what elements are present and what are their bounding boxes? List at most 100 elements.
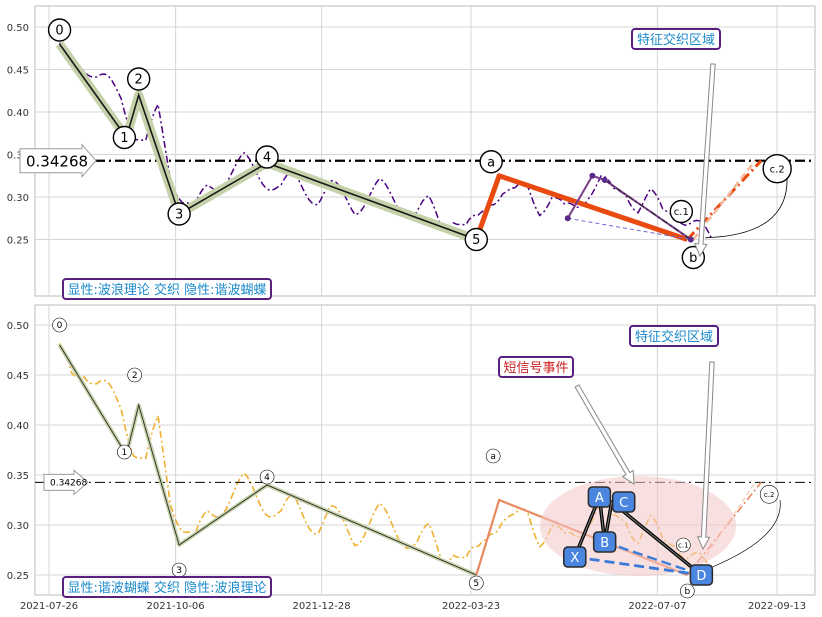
bottom-price-series: [58, 342, 713, 576]
bottom-wave-point-4-label: 4: [264, 473, 270, 483]
harmonic-label: B: [600, 536, 609, 551]
bottom-wave-point-5-circle: [469, 575, 484, 591]
top-abc-line: [473, 173, 689, 242]
bottom-wave-point-5-label: 5: [473, 579, 479, 589]
top-label-text: 显性:波浪理论 交织 隐性:谐波蝴蝶: [67, 282, 266, 298]
xtick-label: 2022-03-23: [442, 601, 500, 612]
top-region-box: [631, 28, 721, 50]
bottom-wave-point-4-circle: [259, 469, 275, 485]
top-level-arrow: [19, 143, 97, 179]
top-butterfly-point: [589, 172, 596, 179]
bottom-wave-point-c1-circle: [676, 537, 691, 553]
top-ytick-label: 0.40: [7, 108, 29, 119]
xtick-label: 2021-12-28: [292, 601, 350, 612]
bottom-harmonic-point-c: C: [611, 491, 636, 513]
harmonic-label: A: [595, 491, 604, 506]
top-wave-point-5-circle: [464, 227, 489, 252]
top-label-box: [62, 278, 272, 300]
bottom-ytick-label: 0.30: [7, 521, 29, 532]
xtick-label: 2021-07-26: [20, 601, 78, 612]
harmonic-label-box: [563, 546, 587, 568]
bottom-wave-point-0-circle: [52, 317, 67, 333]
bottom-wave-point-c2-circle: [759, 484, 779, 504]
top-region-pointer: [694, 63, 716, 258]
top-ytick-label: 0.25: [7, 236, 29, 247]
top-region-text: 特征交织区域: [637, 32, 715, 48]
harmonic-label-box: [592, 531, 617, 553]
bottom-harmonic-point-a: A: [587, 486, 612, 508]
top-wave-point-c2-circle: [762, 154, 792, 184]
top-wave-point-c1-circle: [669, 199, 694, 224]
top-wave-point-b-label: b: [689, 251, 697, 266]
top-butterfly-point: [564, 215, 571, 222]
bottom-ytick-label: 0.35: [7, 471, 29, 482]
top-wave-point-a-label: a: [487, 155, 495, 170]
bottom-wave-point-b-label: b: [684, 587, 690, 597]
top-wave-point-5-label: 5: [472, 233, 480, 248]
bottom-wave-point-2-circle: [127, 367, 142, 383]
xtick-label: 2022-07-07: [628, 601, 686, 612]
top-wave-line: [58, 43, 477, 241]
top-wave-point-1-label: 1: [120, 131, 128, 146]
bottom-harmonic-point-x: X: [563, 546, 587, 568]
bottom-harmonic-point-d: D: [689, 564, 714, 586]
top-ytick-label: 0.45: [7, 66, 29, 77]
top-wave-point-2-label: 2: [135, 73, 143, 88]
bottom-level-label: 0.34268: [50, 478, 87, 488]
bottom-harmonic-bd: [604, 540, 702, 577]
bottom-ytick-label: 0.45: [7, 371, 29, 382]
bottom-wave-point-1-label: 1: [122, 448, 128, 458]
bottom-region-text: 特征交织区域: [635, 329, 713, 345]
bottom-wave-point-a-label: a: [490, 452, 496, 462]
bottom-harmonic-point-b: B: [592, 531, 617, 553]
signal-box: [498, 356, 574, 378]
signal-text: 短信号事件: [503, 361, 568, 376]
bottom-ytick-label: 0.50: [7, 321, 29, 332]
top-butterfly-point: [687, 236, 694, 243]
bottom-label-box: [62, 576, 272, 598]
harmonic-label: C: [619, 496, 628, 511]
top-wave-point-2-circle: [126, 67, 151, 91]
xtick-label: 2022-09-13: [748, 601, 806, 612]
bottom-wave-point-3-label: 3: [176, 566, 182, 576]
top-c-curve: [705, 175, 788, 239]
bottom-wave-line: [59, 344, 477, 576]
bottom-wave-point-a-circle: [485, 448, 501, 464]
harmonic-label-box: [689, 564, 714, 586]
bottom-label-text: 显性:谐波蝴蝶 交织 隐性:波浪理论: [67, 580, 266, 596]
bottom-harmonic-xd: [574, 555, 702, 577]
top-wave-point-1-circle: [112, 125, 137, 150]
top-wave-point-0-circle: [47, 18, 72, 42]
bottom-wave-point-1-circle: [117, 444, 132, 460]
top-level-label: 0.34268: [26, 153, 88, 171]
top-ytick-label: 0.50: [7, 23, 29, 34]
bottom-region-pointer: [696, 361, 715, 551]
top-wave-point-3-circle: [167, 202, 191, 226]
signal-pointer: [574, 384, 635, 485]
top-ytick-label: 0.30: [7, 193, 29, 204]
bottom-level-arrow: [43, 469, 89, 496]
bottom-wave-point-0-label: 0: [57, 321, 63, 331]
top-price-series: [58, 42, 713, 240]
bottom-wave-point-2-label: 2: [132, 371, 138, 381]
top-c-projection: [686, 159, 763, 241]
harmonic-label: D: [696, 569, 706, 584]
top-wave-point-3-label: 3: [175, 208, 183, 223]
bottom-wave-point-c2-label: c.2: [764, 491, 775, 499]
bottom-ytick-label: 0.40: [7, 421, 29, 432]
top-wave-point-c2-label: c.2: [770, 164, 785, 175]
top-ytick-label: 0.35: [7, 151, 29, 162]
xtick-label: 2021-10-06: [147, 601, 205, 612]
harmonic-label: X: [570, 551, 579, 566]
harmonic-label-box: [611, 491, 636, 513]
top-butterfly-point: [601, 177, 608, 183]
bottom-region-box: [629, 325, 719, 347]
bottom-wave-point-b-circle: [680, 583, 695, 599]
bottom-wave-point-c1-label: c.1: [678, 542, 689, 550]
top-butterfly-cd: [604, 179, 692, 240]
top-wave-point-a-circle: [479, 150, 503, 174]
top-wave-point-4-label: 4: [263, 151, 271, 166]
bottom-ytick-label: 0.25: [7, 571, 29, 582]
harmonic-label-box: [587, 486, 612, 508]
